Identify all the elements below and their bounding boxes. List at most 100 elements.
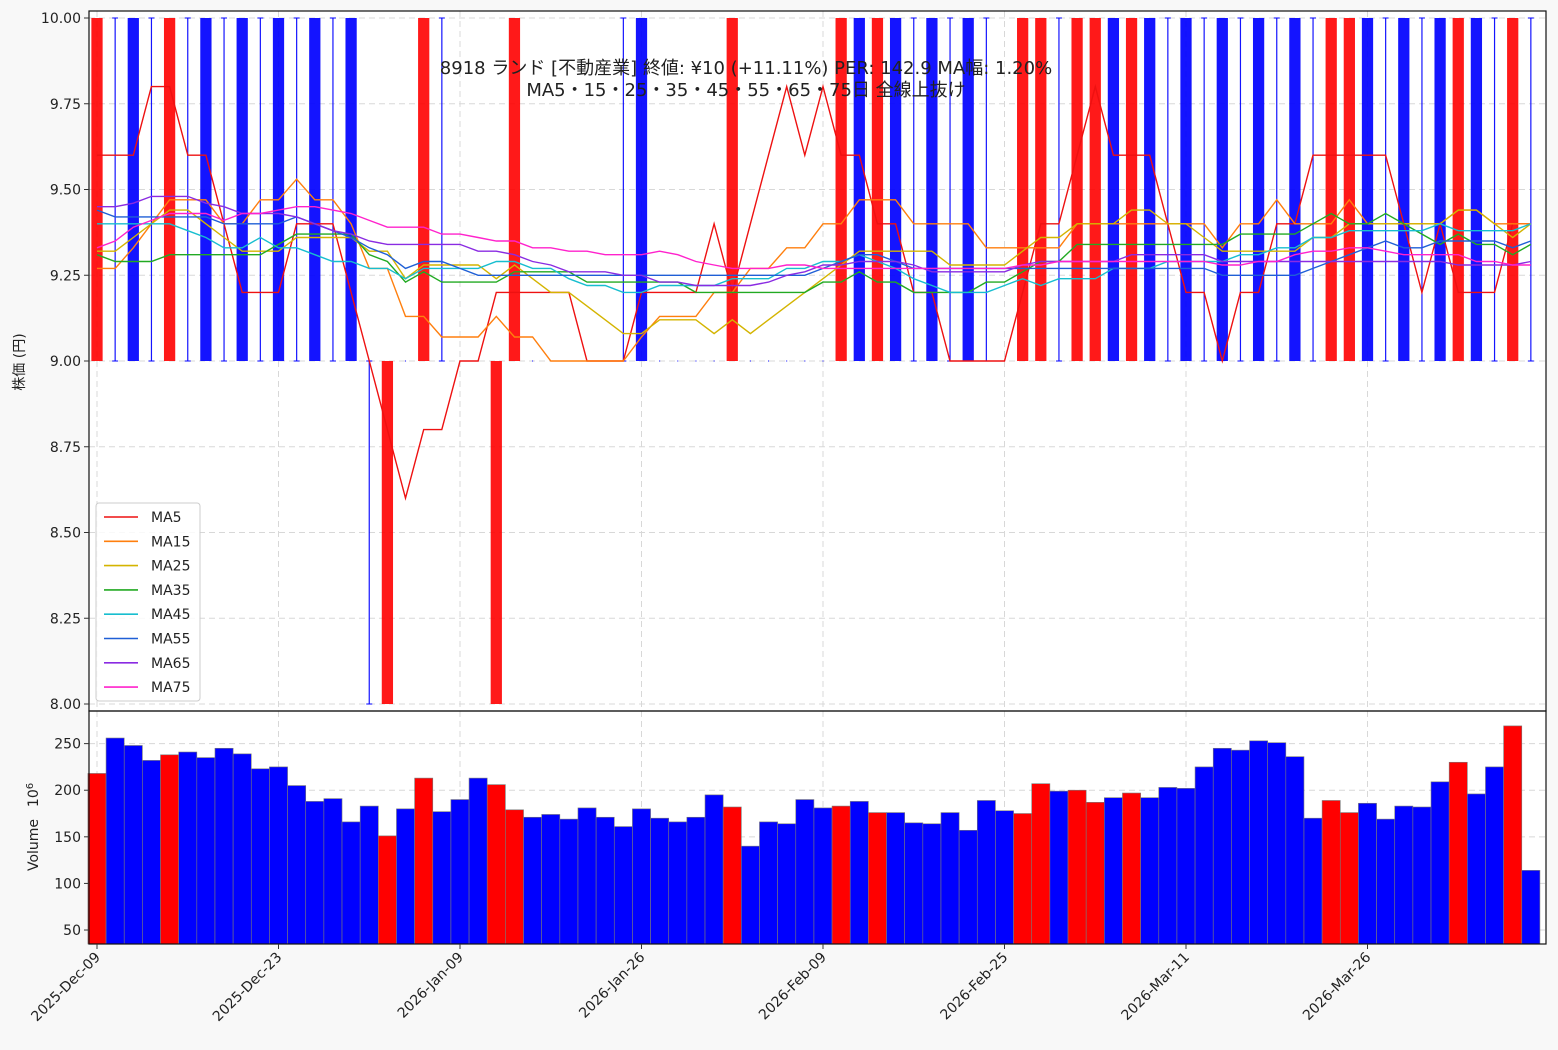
candle [272, 18, 285, 361]
legend-label: MA5 [151, 510, 182, 526]
candle [635, 18, 648, 361]
candles-layer [91, 17, 1534, 705]
ma-line-ma5 [97, 83, 1531, 501]
candle [1239, 18, 1242, 361]
candle [1470, 18, 1483, 361]
date-tick-label: 2025-Dec-23 [210, 950, 285, 1025]
candle [1452, 18, 1464, 361]
volume-bar [577, 807, 597, 945]
volume-bar [1521, 870, 1541, 945]
volume-bar [958, 829, 978, 945]
volume-bar [1303, 817, 1323, 945]
candle [1071, 18, 1083, 361]
candle [1058, 18, 1060, 361]
candle [1276, 18, 1278, 361]
ma-line-ma65 [97, 195, 1531, 287]
candle [1421, 18, 1423, 361]
candle [853, 18, 865, 361]
candle [1089, 18, 1101, 361]
legend-label: MA55 [151, 632, 190, 648]
volume-bar [1358, 802, 1377, 945]
volume-bar [1430, 781, 1450, 945]
volume-bar [704, 794, 724, 945]
candle [114, 18, 116, 361]
volume-bar [1067, 789, 1087, 945]
candle [163, 18, 176, 361]
volume-bar [868, 812, 887, 945]
price-tick-label: 9.25 [50, 268, 81, 284]
candle [508, 18, 521, 361]
price-axis-label: 株価 (円) [12, 333, 28, 390]
volume-axes-frame [88, 710, 1547, 945]
candle [1493, 18, 1496, 361]
legend-box [95, 502, 201, 702]
price-tick-label: 8.75 [50, 440, 81, 456]
volume-bar [1212, 747, 1232, 945]
volume-bar [323, 798, 343, 945]
volume-bar [1031, 783, 1051, 945]
volume-bar [1394, 805, 1414, 945]
volume-bar [1194, 766, 1214, 945]
volume-tick-label: 250 [54, 737, 81, 753]
volume-bar [722, 806, 742, 945]
price-tick-label: 8.25 [50, 611, 81, 627]
candle [345, 18, 357, 361]
candle [1312, 18, 1314, 361]
candle [1035, 18, 1047, 361]
legend-label: MA75 [151, 680, 190, 696]
volume-bar [904, 822, 924, 945]
date-tick-label: 2025-Dec-09 [28, 950, 103, 1025]
volume-bar [1485, 766, 1504, 945]
volume-bar [741, 845, 760, 945]
candle [1398, 18, 1410, 361]
candle [1530, 18, 1532, 361]
volume-bar [886, 812, 905, 945]
volume-bar [559, 818, 579, 945]
candle [1252, 18, 1265, 361]
volume-bar [650, 817, 670, 945]
candle [127, 18, 139, 361]
date-tick-label: 2026-Feb-25 [938, 950, 1012, 1024]
candle [835, 18, 847, 361]
candle [418, 18, 430, 361]
volume-bar [378, 835, 397, 945]
volume-bar [1467, 793, 1486, 945]
volume-bar [1448, 761, 1468, 945]
date-tick-label: 2026-Jan-09 [395, 950, 467, 1022]
chart-title: 8918 ランド [不動産業] 終値: ¥10 (+11.11%) PER: 1… [440, 58, 1052, 79]
price-tick-label: 9.00 [50, 354, 81, 370]
volume-bars-layer [87, 725, 1541, 945]
candle [236, 18, 248, 361]
ma-line-ma35 [96, 212, 1532, 294]
volume-bar [87, 773, 107, 945]
candle [1167, 18, 1169, 361]
volume-bar [940, 812, 960, 945]
date-tick-label: 2026-Jan-26 [576, 949, 648, 1021]
candle [1289, 18, 1301, 361]
candle [1325, 18, 1337, 361]
volume-bar [414, 777, 434, 945]
date-tick-label: 2026-Mar-11 [1119, 950, 1193, 1024]
candle [1125, 18, 1138, 361]
ma-line-ma15 [97, 178, 1531, 362]
volume-bar [831, 805, 851, 945]
candle [309, 18, 321, 361]
legend-label: MA15 [151, 534, 190, 550]
volume-tick-label: 100 [54, 876, 81, 892]
volume-bar [123, 745, 143, 945]
candle [368, 361, 370, 704]
candle [985, 18, 987, 361]
volume-bar [196, 757, 216, 945]
volume-bar [686, 816, 706, 945]
volume-bar [1085, 802, 1105, 945]
volume-bar [486, 784, 506, 945]
volume-bar [1049, 790, 1069, 945]
volume-bar [849, 801, 869, 945]
volume-multiplier: 106 [25, 783, 43, 807]
volume-bar [759, 821, 778, 945]
volume-bar [777, 823, 797, 945]
volume-bar [1140, 797, 1160, 945]
volume-bar [250, 768, 270, 945]
candle [726, 18, 738, 361]
price-tick-label: 9.75 [50, 97, 81, 113]
